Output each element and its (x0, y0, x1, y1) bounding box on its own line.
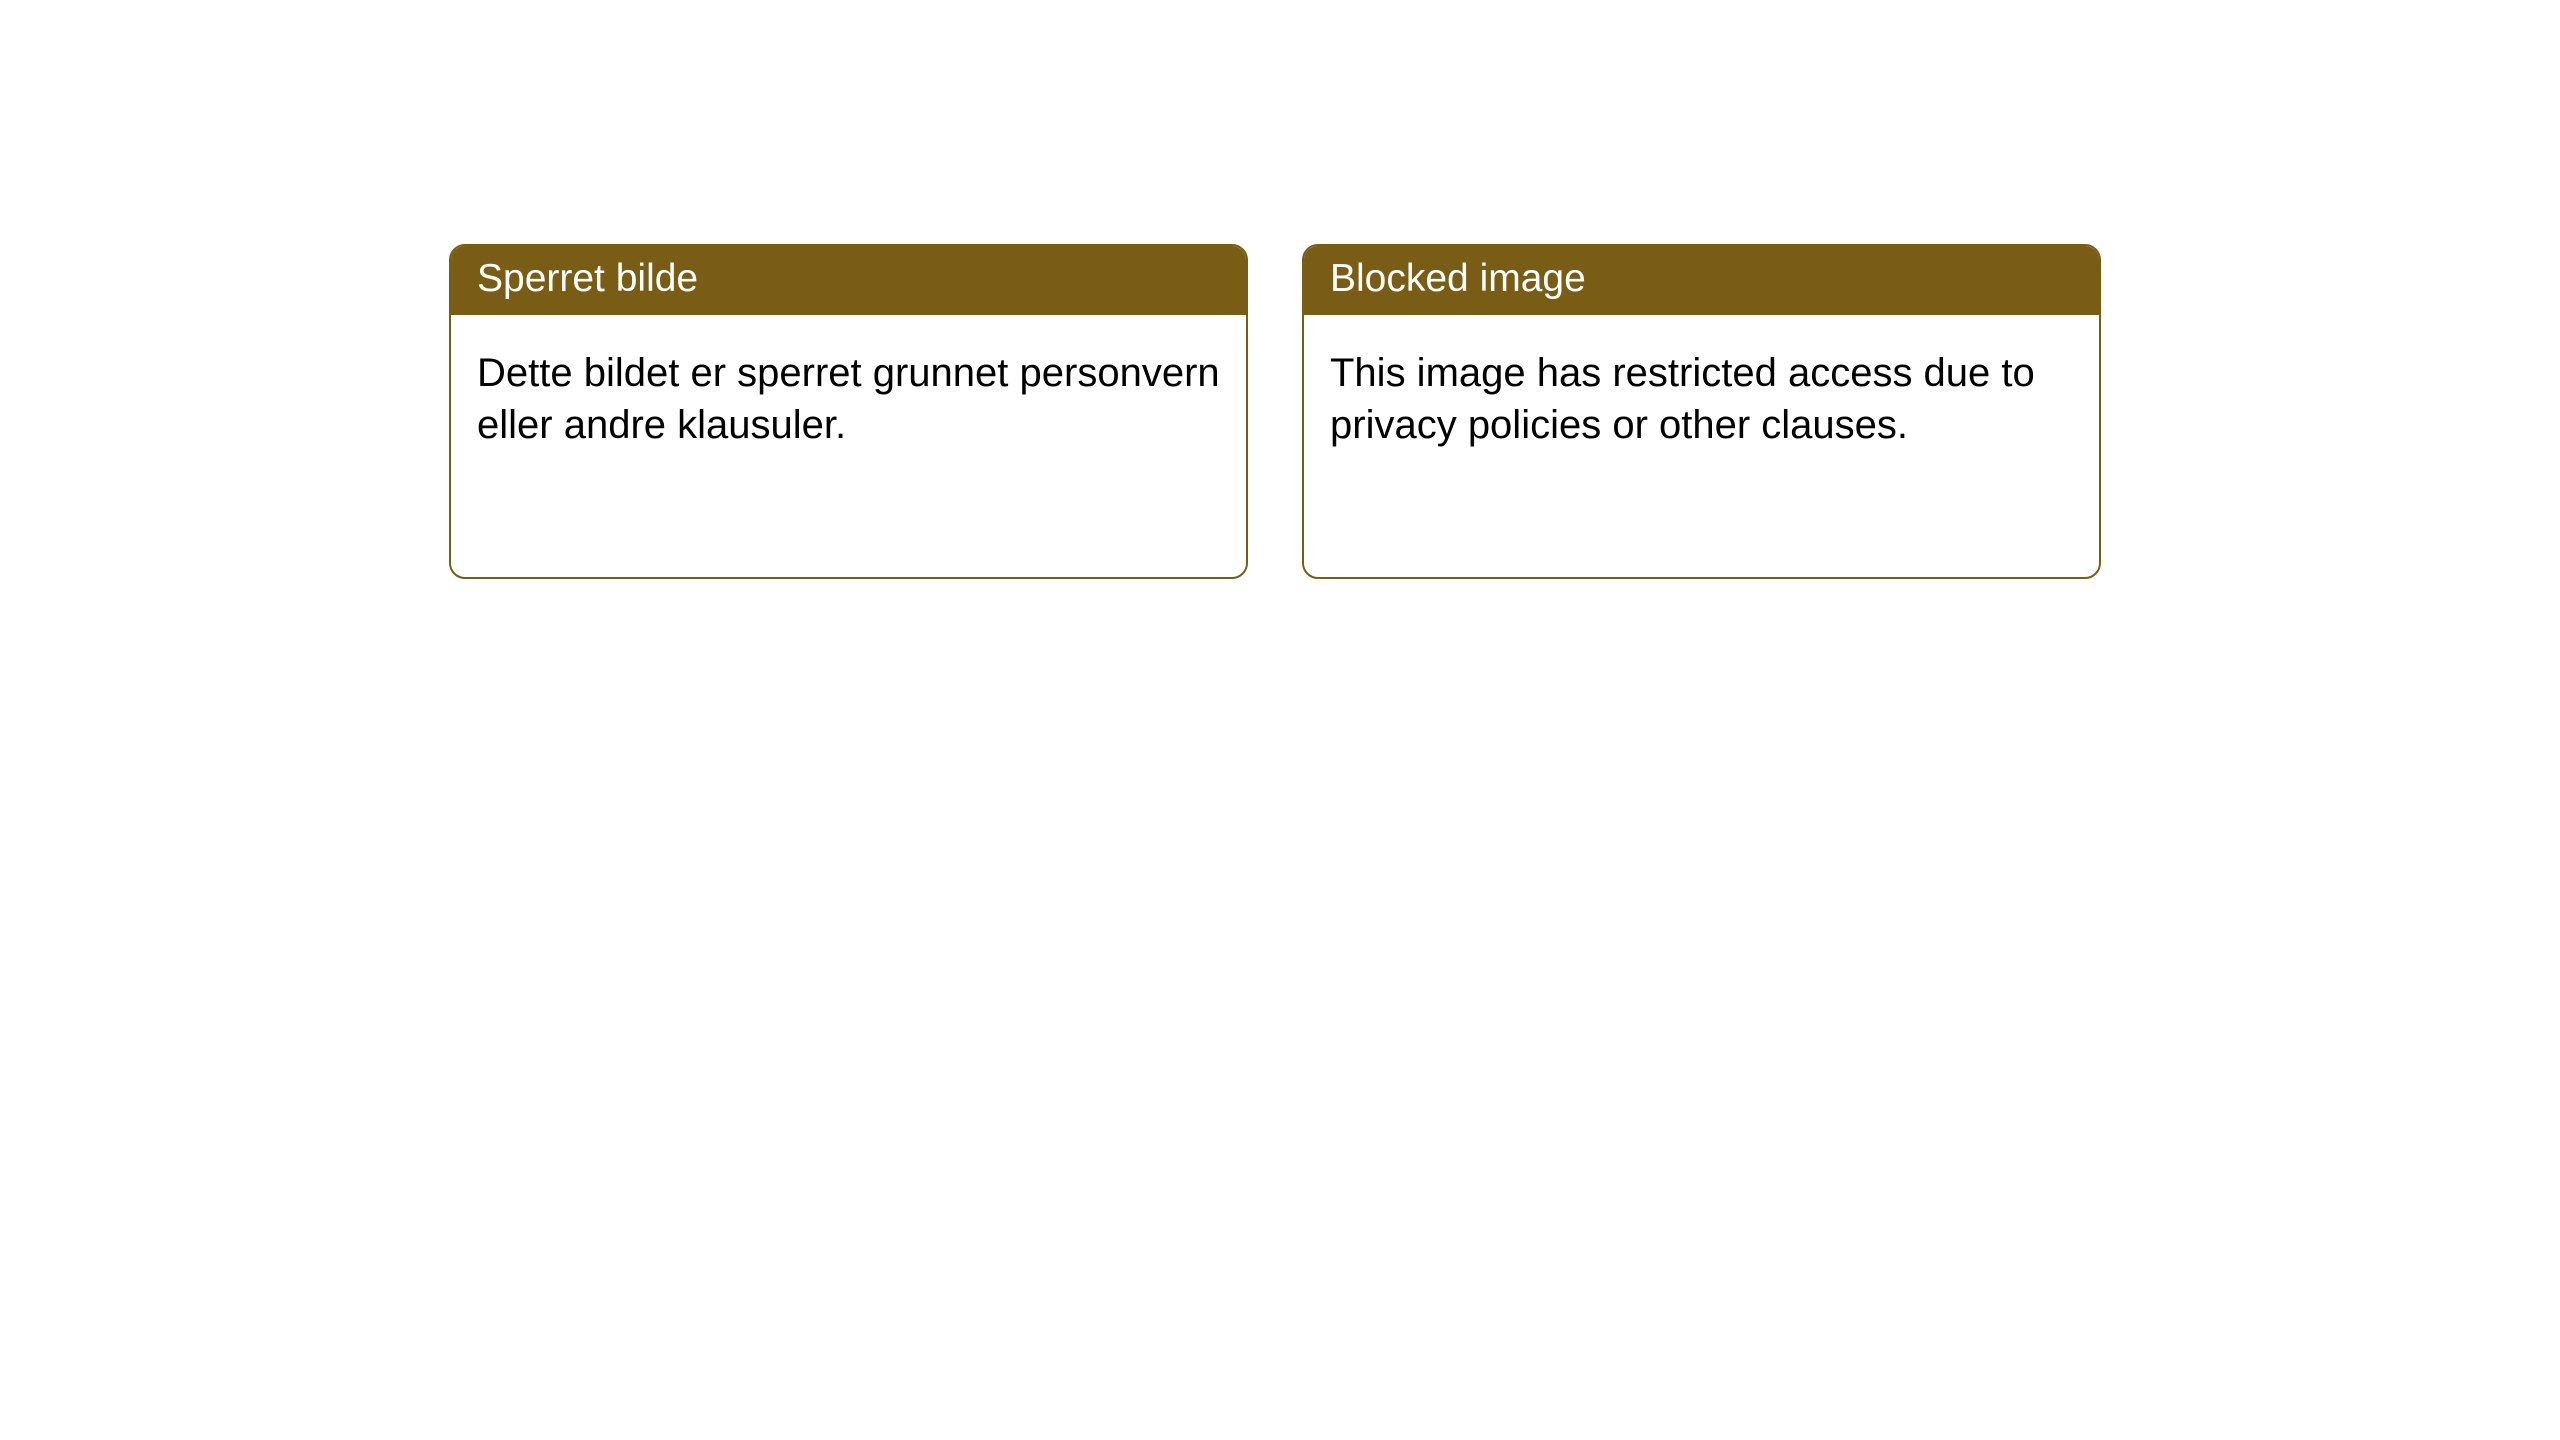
notice-header-english: Blocked image (1304, 246, 2099, 315)
notice-header-norwegian: Sperret bilde (451, 246, 1246, 315)
notice-body-norwegian: Dette bildet er sperret grunnet personve… (451, 315, 1246, 483)
notices-container: Sperret bilde Dette bildet er sperret gr… (449, 244, 2101, 579)
notice-box-english: Blocked image This image has restricted … (1302, 244, 2101, 579)
notice-box-norwegian: Sperret bilde Dette bildet er sperret gr… (449, 244, 1248, 579)
notice-body-english: This image has restricted access due to … (1304, 315, 2099, 483)
